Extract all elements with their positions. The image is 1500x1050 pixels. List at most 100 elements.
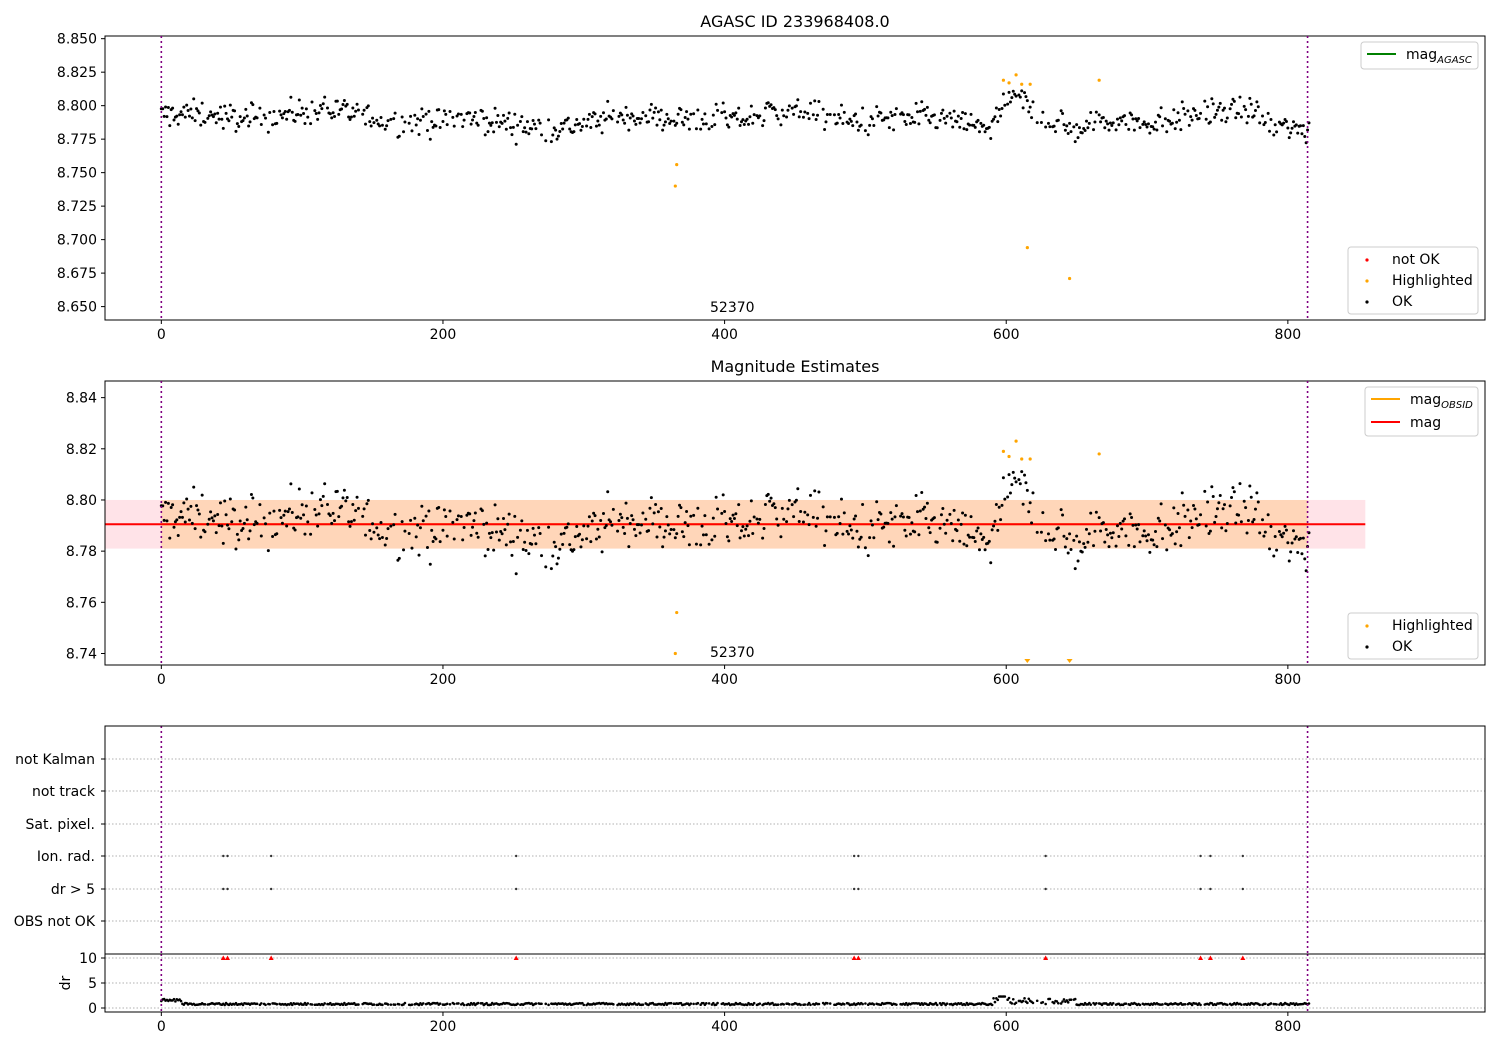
ok-point [1176,511,1180,515]
ok-point [166,105,170,109]
y-tick-label: 5 [88,976,97,992]
ok-point [893,113,897,117]
ok-point [1158,115,1162,119]
ok-point [787,498,791,502]
flag-point [514,854,518,858]
ok-point [224,513,228,517]
ok-point [1186,109,1190,113]
ok-point [293,528,297,532]
ok-point [1234,116,1238,120]
flag-point [852,854,856,858]
ok-point [955,120,959,124]
ok-point [1294,535,1298,539]
ok-point [637,523,641,527]
ok-point [379,115,383,119]
ok-point [392,523,396,527]
flag-point [1044,854,1047,858]
ok-point [910,116,914,120]
ok-point [996,120,1000,124]
ok-point [1072,125,1076,129]
ok-point [516,123,520,127]
panel1-highlighted-points [673,73,1101,281]
dr-point [174,1000,177,1003]
ok-point [1299,124,1303,128]
ok-point [544,565,548,569]
flag-point [857,854,860,858]
ok-point [817,100,821,104]
dr-point [872,1003,876,1006]
ok-point [989,561,993,565]
ok-point [792,112,796,116]
ok-point [1179,128,1183,132]
ok-point [707,542,711,546]
ok-point [1141,534,1145,538]
ok-point [1290,541,1294,545]
ok-point [1289,550,1293,554]
ok-point [272,509,276,513]
legend2-ok-marker [1365,645,1369,649]
ok-point [604,117,608,121]
ok-point [963,513,967,517]
ok-point [600,131,604,135]
ok-point [901,515,905,519]
ok-point [431,125,435,129]
dr-point [462,1003,466,1007]
ok-point [596,527,600,531]
ok-point [699,127,703,131]
ok-point [585,537,589,541]
ok-point [813,99,817,103]
ok-point [1203,489,1207,493]
ok-point [259,123,263,127]
ok-point [1011,89,1015,93]
ok-point [1275,548,1279,552]
ok-point [655,535,659,539]
ok-point [1268,129,1272,133]
panel2-legend-bottom: Highlighted OK [1347,612,1479,660]
ok-point [514,142,518,146]
ok-point [958,125,962,129]
ok-point [186,108,190,112]
ok-point [876,518,880,522]
ok-point [166,501,170,505]
ok-point [242,521,246,525]
ok-point [1084,119,1088,123]
ok-point [303,532,307,536]
ok-point [1151,125,1155,129]
ok-point [738,536,742,540]
ok-point [337,515,341,519]
ok-point [492,130,496,134]
ok-point [1115,524,1119,528]
ok-point [325,106,329,110]
ok-point [349,115,353,119]
ok-point [217,117,221,121]
ok-point [418,118,422,122]
ok-point [493,106,497,110]
ok-point [279,516,283,520]
dr-point [357,1003,360,1006]
ok-point [799,110,803,114]
ok-point [1161,537,1165,541]
ok-point [811,113,815,117]
ok-point [244,505,248,509]
ok-point [317,512,321,516]
ok-point [868,123,872,127]
ok-point [932,113,936,117]
dr-point [310,1003,314,1006]
ok-point [724,116,728,120]
ok-point [620,113,624,117]
ok-point [1282,531,1286,535]
ok-point [625,516,629,520]
ok-point [234,129,238,133]
ok-point [372,530,376,534]
ok-point [1003,497,1007,501]
ok-point [297,487,301,491]
ok-point [1258,531,1262,535]
ok-point [965,128,969,132]
ok-point [766,101,770,105]
ok-point [187,114,191,118]
flag-label: not track [32,784,96,800]
dr-ylabel: dr [58,975,74,990]
ok-point [647,529,651,533]
